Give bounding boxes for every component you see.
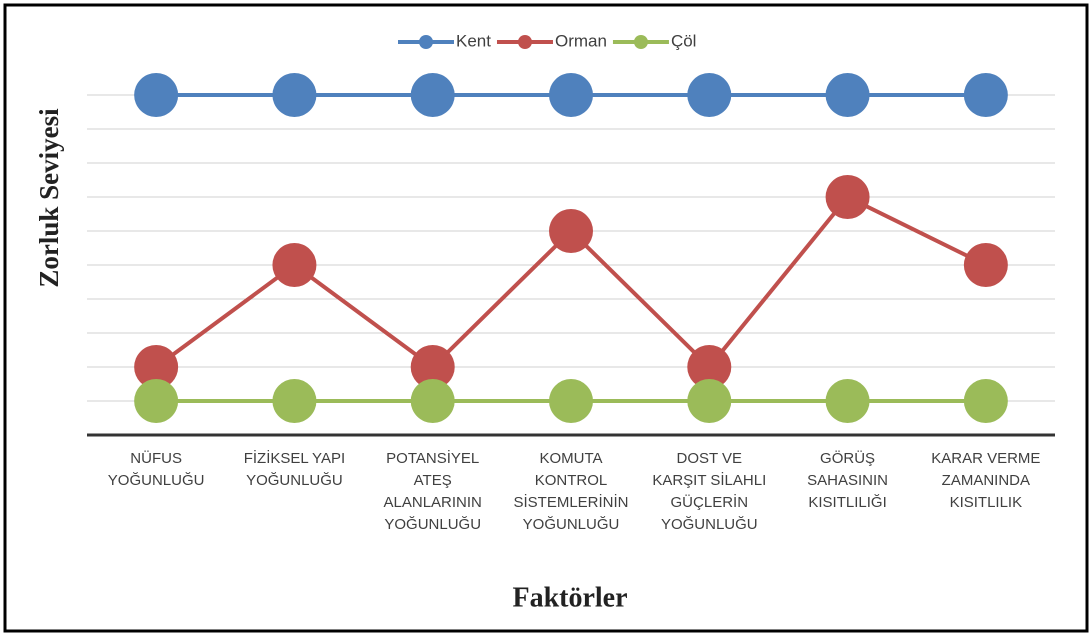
marker bbox=[825, 175, 870, 219]
x-tick-label: KOMUTA KONTROL SİSTEMLERİNİN YOĞUNLUĞU bbox=[513, 450, 629, 533]
marker bbox=[549, 209, 593, 253]
legend-label: Çöl bbox=[671, 31, 697, 50]
legend-marker bbox=[633, 35, 648, 49]
y-axis-label: Zorluk Seviyesi bbox=[34, 108, 64, 288]
x-tick-label: GÖRÜŞ SAHASININ KISITLILIĞI bbox=[807, 450, 888, 511]
x-tick-label: KARAR VERME ZAMANINDA KISITLILIK bbox=[931, 450, 1041, 511]
marker bbox=[687, 379, 732, 423]
marker bbox=[549, 73, 593, 117]
x-axis-label: Faktörler bbox=[512, 582, 627, 613]
frame bbox=[3, 3, 1089, 633]
marker bbox=[825, 379, 870, 423]
marker bbox=[963, 243, 1008, 287]
marker bbox=[410, 345, 455, 389]
x-tick-label: FİZİKSEL YAPI YOĞUNLUĞU bbox=[243, 450, 346, 489]
marker bbox=[687, 73, 732, 117]
marker bbox=[134, 345, 179, 389]
marker bbox=[272, 243, 317, 287]
legend-marker bbox=[419, 35, 433, 49]
marker bbox=[963, 73, 1008, 117]
marker bbox=[963, 379, 1008, 423]
marker bbox=[410, 379, 455, 423]
marker bbox=[825, 73, 870, 117]
x-tick-label: DOST VE KARŞIT SİLAHLI GÜÇLERİN YOĞUNLUĞ… bbox=[652, 450, 767, 533]
marker bbox=[134, 379, 179, 423]
marker bbox=[410, 73, 455, 117]
marker bbox=[687, 345, 732, 389]
legend-label: Kent bbox=[456, 31, 491, 50]
marker bbox=[549, 379, 593, 423]
marker bbox=[272, 73, 317, 117]
legend-label: Orman bbox=[555, 31, 607, 50]
marker bbox=[272, 379, 317, 423]
x-tick-label: NÜFUS YOĞUNLUĞU bbox=[107, 450, 205, 489]
x-tick-label: POTANSİYEL ATEŞ ALANLARININ YOĞUNLUĞU bbox=[383, 450, 482, 533]
marker bbox=[134, 73, 179, 117]
legend-marker bbox=[517, 35, 532, 49]
